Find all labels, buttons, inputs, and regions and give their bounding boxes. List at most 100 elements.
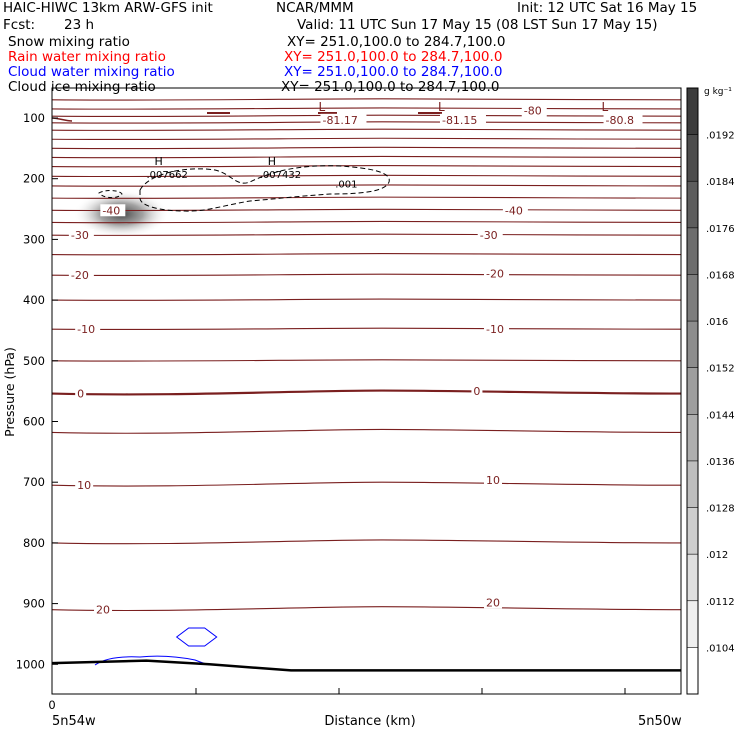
colorbar-segment <box>687 647 698 695</box>
field-snow-xy: XY= 251.0,100.0 to 284.7,100.0 <box>287 34 506 50</box>
colorbar-tick-label: .0144 <box>706 410 735 421</box>
colorbar-tick-label: .0112 <box>706 597 735 608</box>
y-tick-label: 900 <box>23 597 45 611</box>
isotherm-line <box>51 121 682 124</box>
x-axis-title: Distance (km) <box>324 714 415 729</box>
surface-pressure-line <box>51 659 681 672</box>
isotherm-line <box>51 273 682 277</box>
cloud-water-contour <box>175 627 218 647</box>
colorbar-segment <box>687 554 698 602</box>
field-rain-xy: XY= 251.0,100.0 to 284.7,100.0 <box>284 49 503 65</box>
y-tick-label: 500 <box>23 354 45 368</box>
field-cloudwater-name: Cloud water mixing ratio <box>8 64 175 80</box>
isotherm-line <box>51 184 682 187</box>
isotherm-line <box>51 146 682 150</box>
isotherm-label-bg <box>75 479 94 492</box>
x-left-location: 5n54w <box>52 714 96 729</box>
init-time: Init: 12 UTC Sat 16 May 15 <box>517 0 698 16</box>
ice-high-marker: H <box>155 155 163 168</box>
field-ice-xy: XY= 251.0,100.0 to 284.7,100.0 <box>281 79 500 95</box>
field-ice-name: Cloud ice mixing ratio <box>8 79 156 95</box>
low-marker: L <box>438 100 445 114</box>
isotherm-line <box>51 389 682 396</box>
field-cloudwater-xy: XY= 251.0,100.0 to 284.7,100.0 <box>284 64 503 80</box>
isotherm-label: -40 <box>505 204 523 217</box>
isotherm-label-bg <box>603 113 643 126</box>
isotherm-label-bg <box>75 323 101 336</box>
colorbar-segment <box>687 227 698 275</box>
isotherm-label: -30 <box>71 229 89 242</box>
isotherm-label-bg <box>471 385 483 398</box>
colorbar-segment <box>687 600 698 648</box>
isotherm-line <box>51 114 682 118</box>
isotherm-label: -81.15 <box>442 114 477 127</box>
isotherm-label-bg <box>521 104 547 117</box>
y-tick-label: 600 <box>23 415 45 429</box>
isotherm-label-bg <box>484 473 503 486</box>
colorbar-tick-label: .0104 <box>706 643 735 654</box>
colorbar-tick-label: .012 <box>706 550 728 561</box>
colorbar-tick-label: .0184 <box>706 177 735 188</box>
isotherm-label-bg <box>68 269 94 282</box>
isotherm-label: 10 <box>486 474 500 487</box>
ice-high-marker: H <box>268 155 276 168</box>
isotherm-label: -10 <box>486 323 504 336</box>
isotherm-line <box>51 253 682 256</box>
field-snow-name: Snow mixing ratio <box>8 34 130 50</box>
colorbar-tick-label: .0168 <box>706 270 735 281</box>
forecast-hour: 23 h <box>64 17 95 33</box>
isotherm-line <box>51 606 682 612</box>
y-tick-label: 300 <box>23 232 45 246</box>
isotherm-line <box>51 539 682 545</box>
isotherm-line <box>51 233 682 236</box>
colorbar-tick-label: .016 <box>706 317 728 328</box>
y-tick-label: 100 <box>23 111 45 125</box>
isotherm-line <box>51 196 682 199</box>
isotherm-label-bg <box>484 267 510 280</box>
cloud-ice-contour <box>139 165 390 212</box>
isotherm-label: -20 <box>71 269 89 282</box>
isotherm-label: -20 <box>486 267 504 280</box>
isotherm-line <box>51 327 682 331</box>
isotherm-label-bg <box>320 113 367 126</box>
y-tick-label: 1000 <box>16 657 45 671</box>
low-marker: L <box>318 100 325 114</box>
colorbar-segment <box>687 181 698 229</box>
isotherm-label: 10 <box>77 479 91 492</box>
y-tick-label: 200 <box>23 172 45 186</box>
isotherm-line <box>51 208 682 212</box>
colorbar-tick-label: .0136 <box>706 457 735 468</box>
isotherm-label-bg <box>75 387 87 400</box>
colorbar-tick-label: .0176 <box>706 224 735 235</box>
field-rain-name: Rain water mixing ratio <box>8 49 166 65</box>
isotherm-line <box>51 359 682 362</box>
isotherm-label-bg <box>502 204 528 217</box>
isotherm-label: -10 <box>77 323 95 336</box>
y-axis-title: Pressure (hPa) <box>2 347 17 437</box>
ice-max-value: .007662 <box>147 170 188 181</box>
colorbar-tick-label: .0152 <box>706 364 735 375</box>
ice-max-value: .001 <box>335 180 357 191</box>
isotherm-label: -30 <box>480 229 498 242</box>
isotherm-label-bg <box>100 204 126 217</box>
low-marker: L <box>602 100 609 114</box>
isotherm-line <box>51 128 682 131</box>
colorbar-segment <box>687 274 698 322</box>
y-tick-label: 400 <box>23 293 45 307</box>
isotherm-label: -40 <box>102 204 120 217</box>
colorbar-segment <box>687 414 698 462</box>
model-title: HAIC-HIWC 13km ARW-GFS init <box>3 0 213 16</box>
isotherm-label: 0 <box>473 385 480 398</box>
organization: NCAR/MMM <box>276 0 354 16</box>
isotherm-label-bg <box>484 596 503 609</box>
isotherm-label: -80.8 <box>606 114 634 127</box>
isotherm-line <box>51 137 682 141</box>
y-tick-label: 700 <box>23 475 45 489</box>
isotherm-line <box>51 481 682 487</box>
colorbar-segment <box>687 507 698 555</box>
colorbar-segment <box>687 321 698 369</box>
isotherm-line <box>51 174 682 178</box>
colorbar-segment <box>687 88 698 136</box>
isotherm-label-bg <box>68 229 94 242</box>
